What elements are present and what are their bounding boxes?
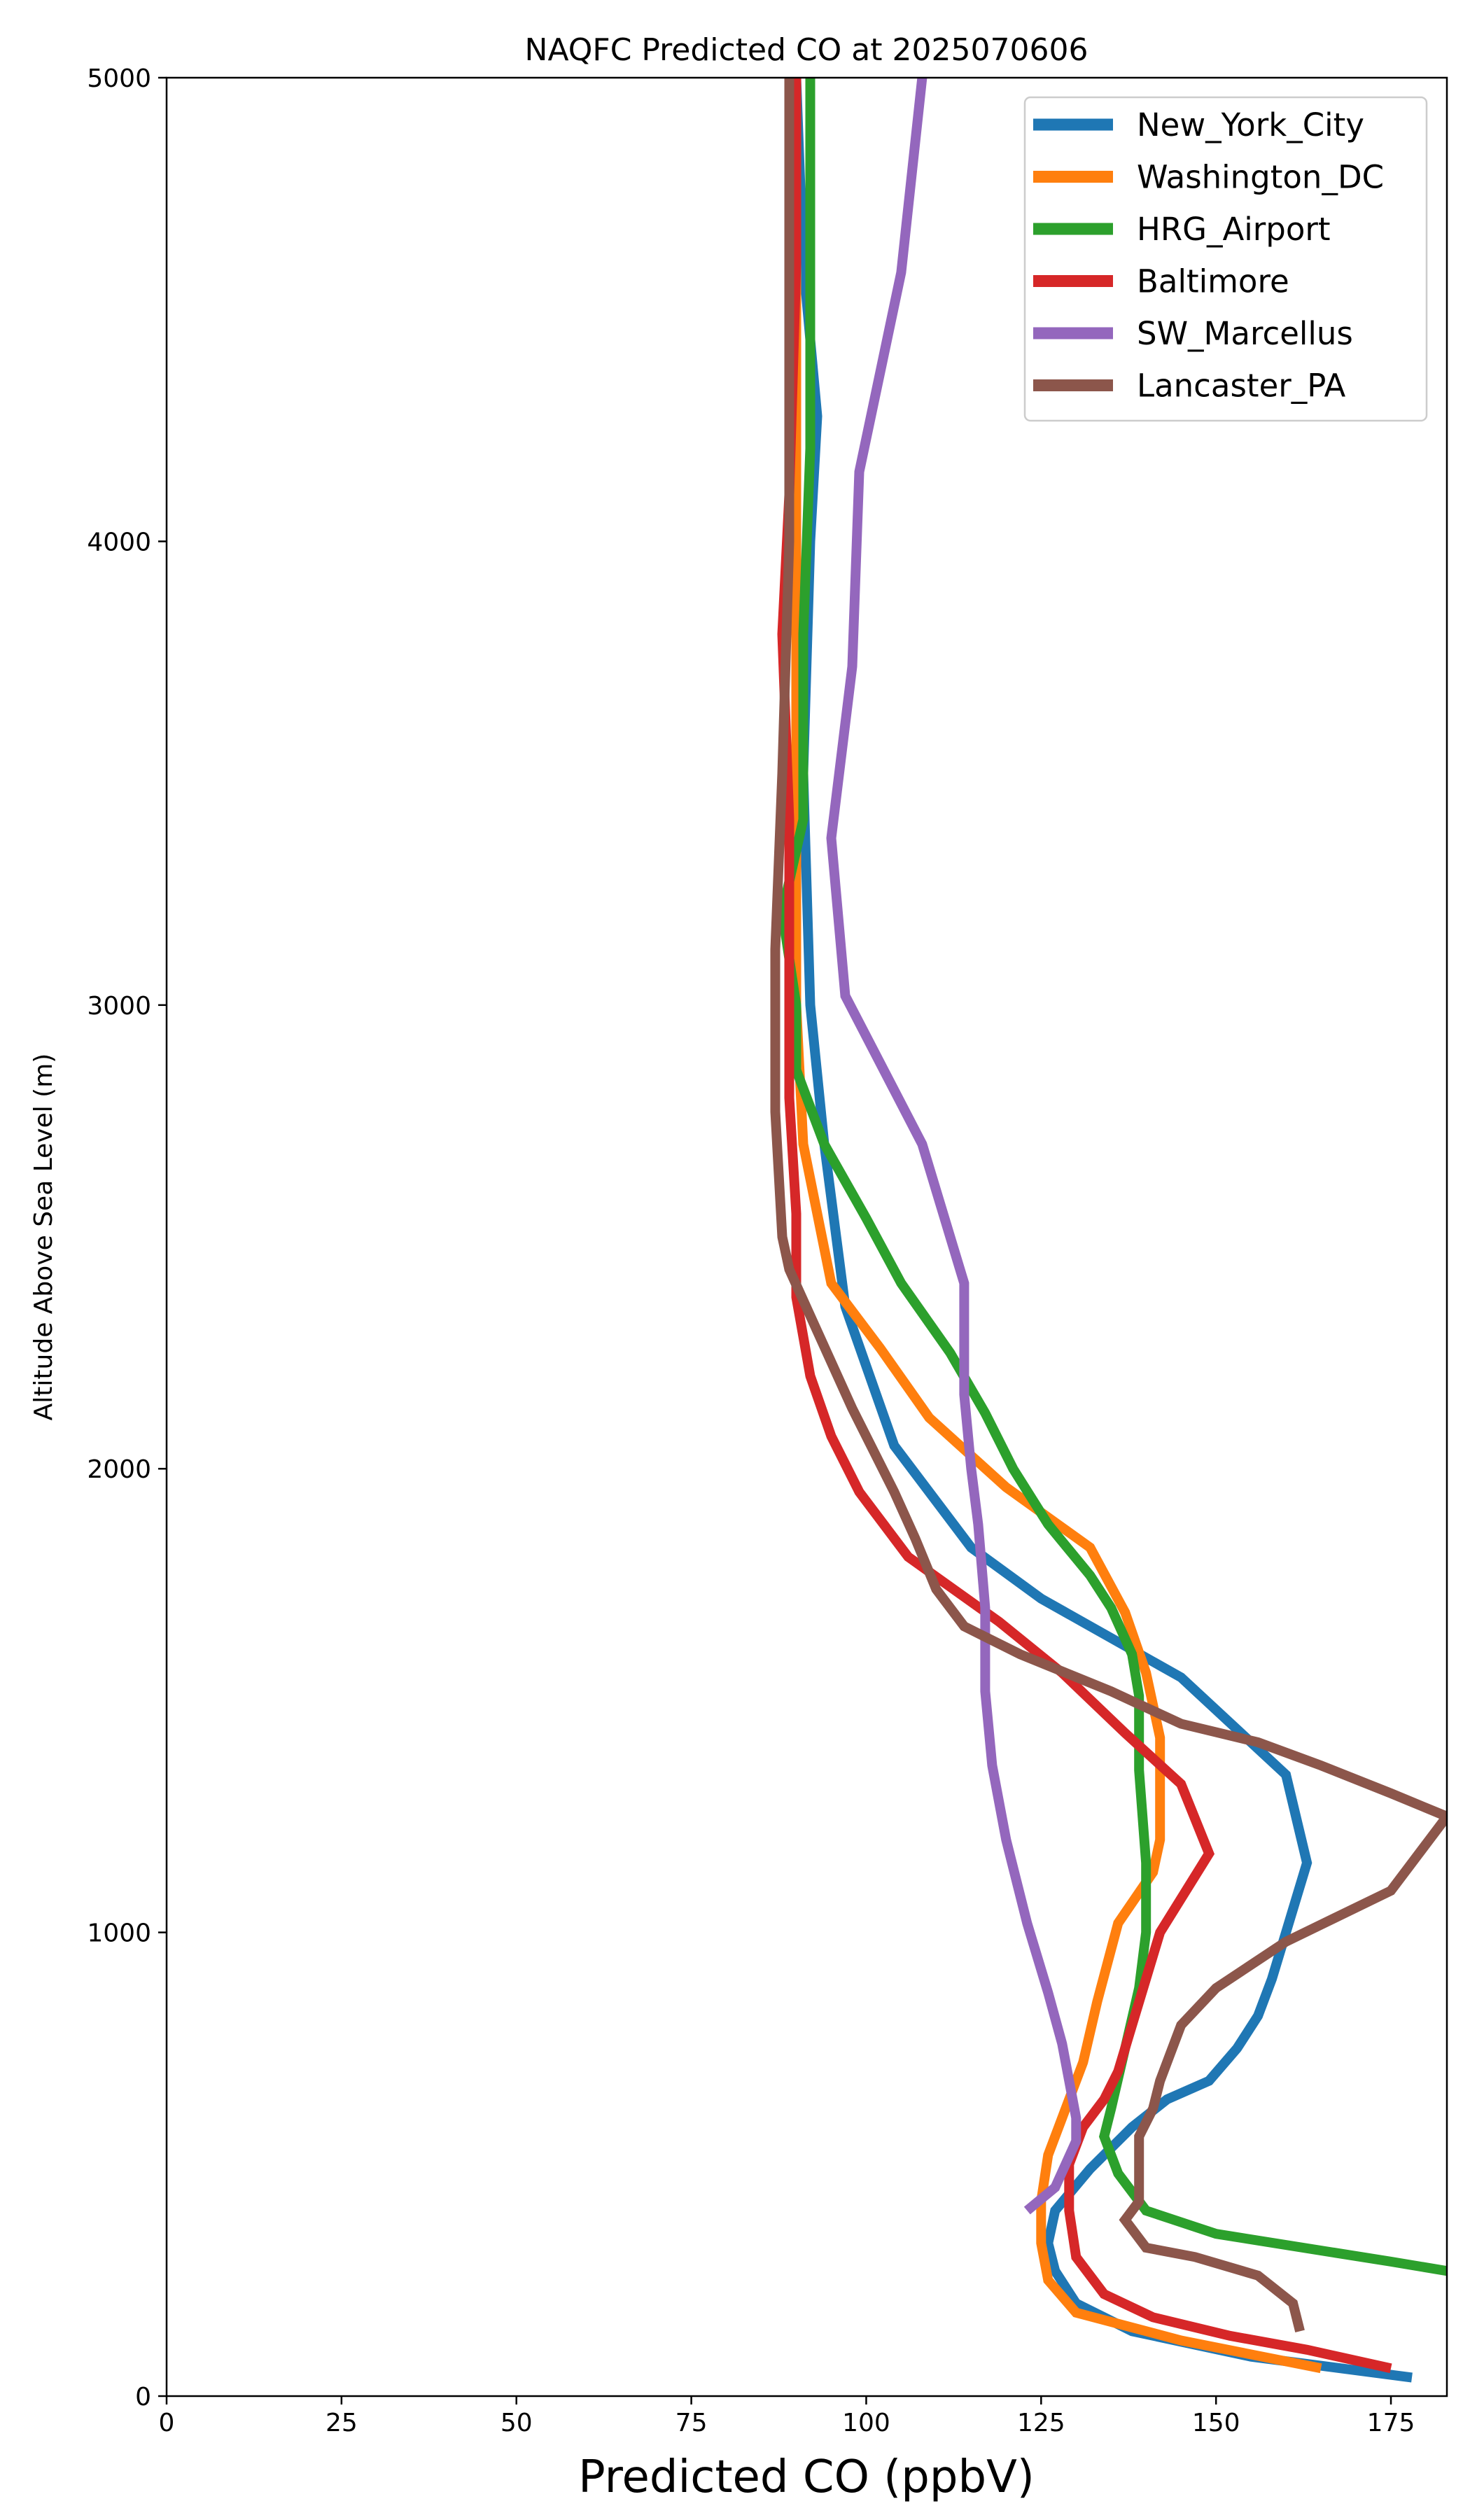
legend-label: HRG_Airport <box>1137 211 1331 248</box>
series-line-baltimore <box>777 78 1392 2374</box>
series-line-hrg-airport <box>777 78 1447 2276</box>
series-line-sw-marcellus <box>826 78 1082 2215</box>
legend-label: Baltimore <box>1137 263 1289 300</box>
series-line-new-york-city <box>791 78 1413 2383</box>
series-line-lancaster-pa <box>770 78 1447 2333</box>
x-tick-label: 125 <box>1017 2409 1065 2437</box>
x-tick-label: 0 <box>159 2409 175 2437</box>
y-tick-label: 4000 <box>87 528 151 556</box>
x-axis-ticks: 0 25 50 75 100 125 150 175 <box>159 2396 1415 2437</box>
legend-box <box>1023 96 1428 422</box>
y-tick-label: 2000 <box>87 1455 151 1484</box>
x-tick-label: 75 <box>676 2409 708 2437</box>
series-line-washington-dc <box>791 78 1322 2374</box>
x-tick-label: 100 <box>842 2409 890 2437</box>
y-axis-label: Altitude Above Sea Level (m) <box>29 1054 58 1421</box>
chart-title: NAQFC Predicted CO at 2025070606 <box>525 32 1088 68</box>
legend-label: SW_Marcellus <box>1137 315 1353 352</box>
plot-frame <box>165 76 1448 2398</box>
series-layer <box>770 78 1447 2383</box>
x-axis-label: Predicted CO (ppbV) <box>578 2451 1035 2503</box>
x-tick-label: 50 <box>500 2409 533 2437</box>
legend: New_York_City Washington_DC HRG_Airport Bal… <box>1023 96 1428 422</box>
y-tick-label: 3000 <box>87 992 151 1021</box>
legend-label: Lancaster_PA <box>1137 368 1346 405</box>
y-tick-label: 0 <box>135 2383 151 2412</box>
y-axis-ticks: 0 1000 2000 3000 4000 5000 <box>87 64 167 2412</box>
y-tick-label: 5000 <box>87 64 151 93</box>
x-tick-label: 150 <box>1192 2409 1240 2437</box>
legend-label: New_York_City <box>1137 106 1364 144</box>
legend-label: Washington_DC <box>1137 159 1384 196</box>
legend-entries: New_York_City Washington_DC HRG_Airport Bal… <box>1033 106 1384 405</box>
x-tick-label: 175 <box>1367 2409 1415 2437</box>
x-tick-label: 25 <box>326 2409 358 2437</box>
y-tick-label: 1000 <box>87 1919 151 1948</box>
